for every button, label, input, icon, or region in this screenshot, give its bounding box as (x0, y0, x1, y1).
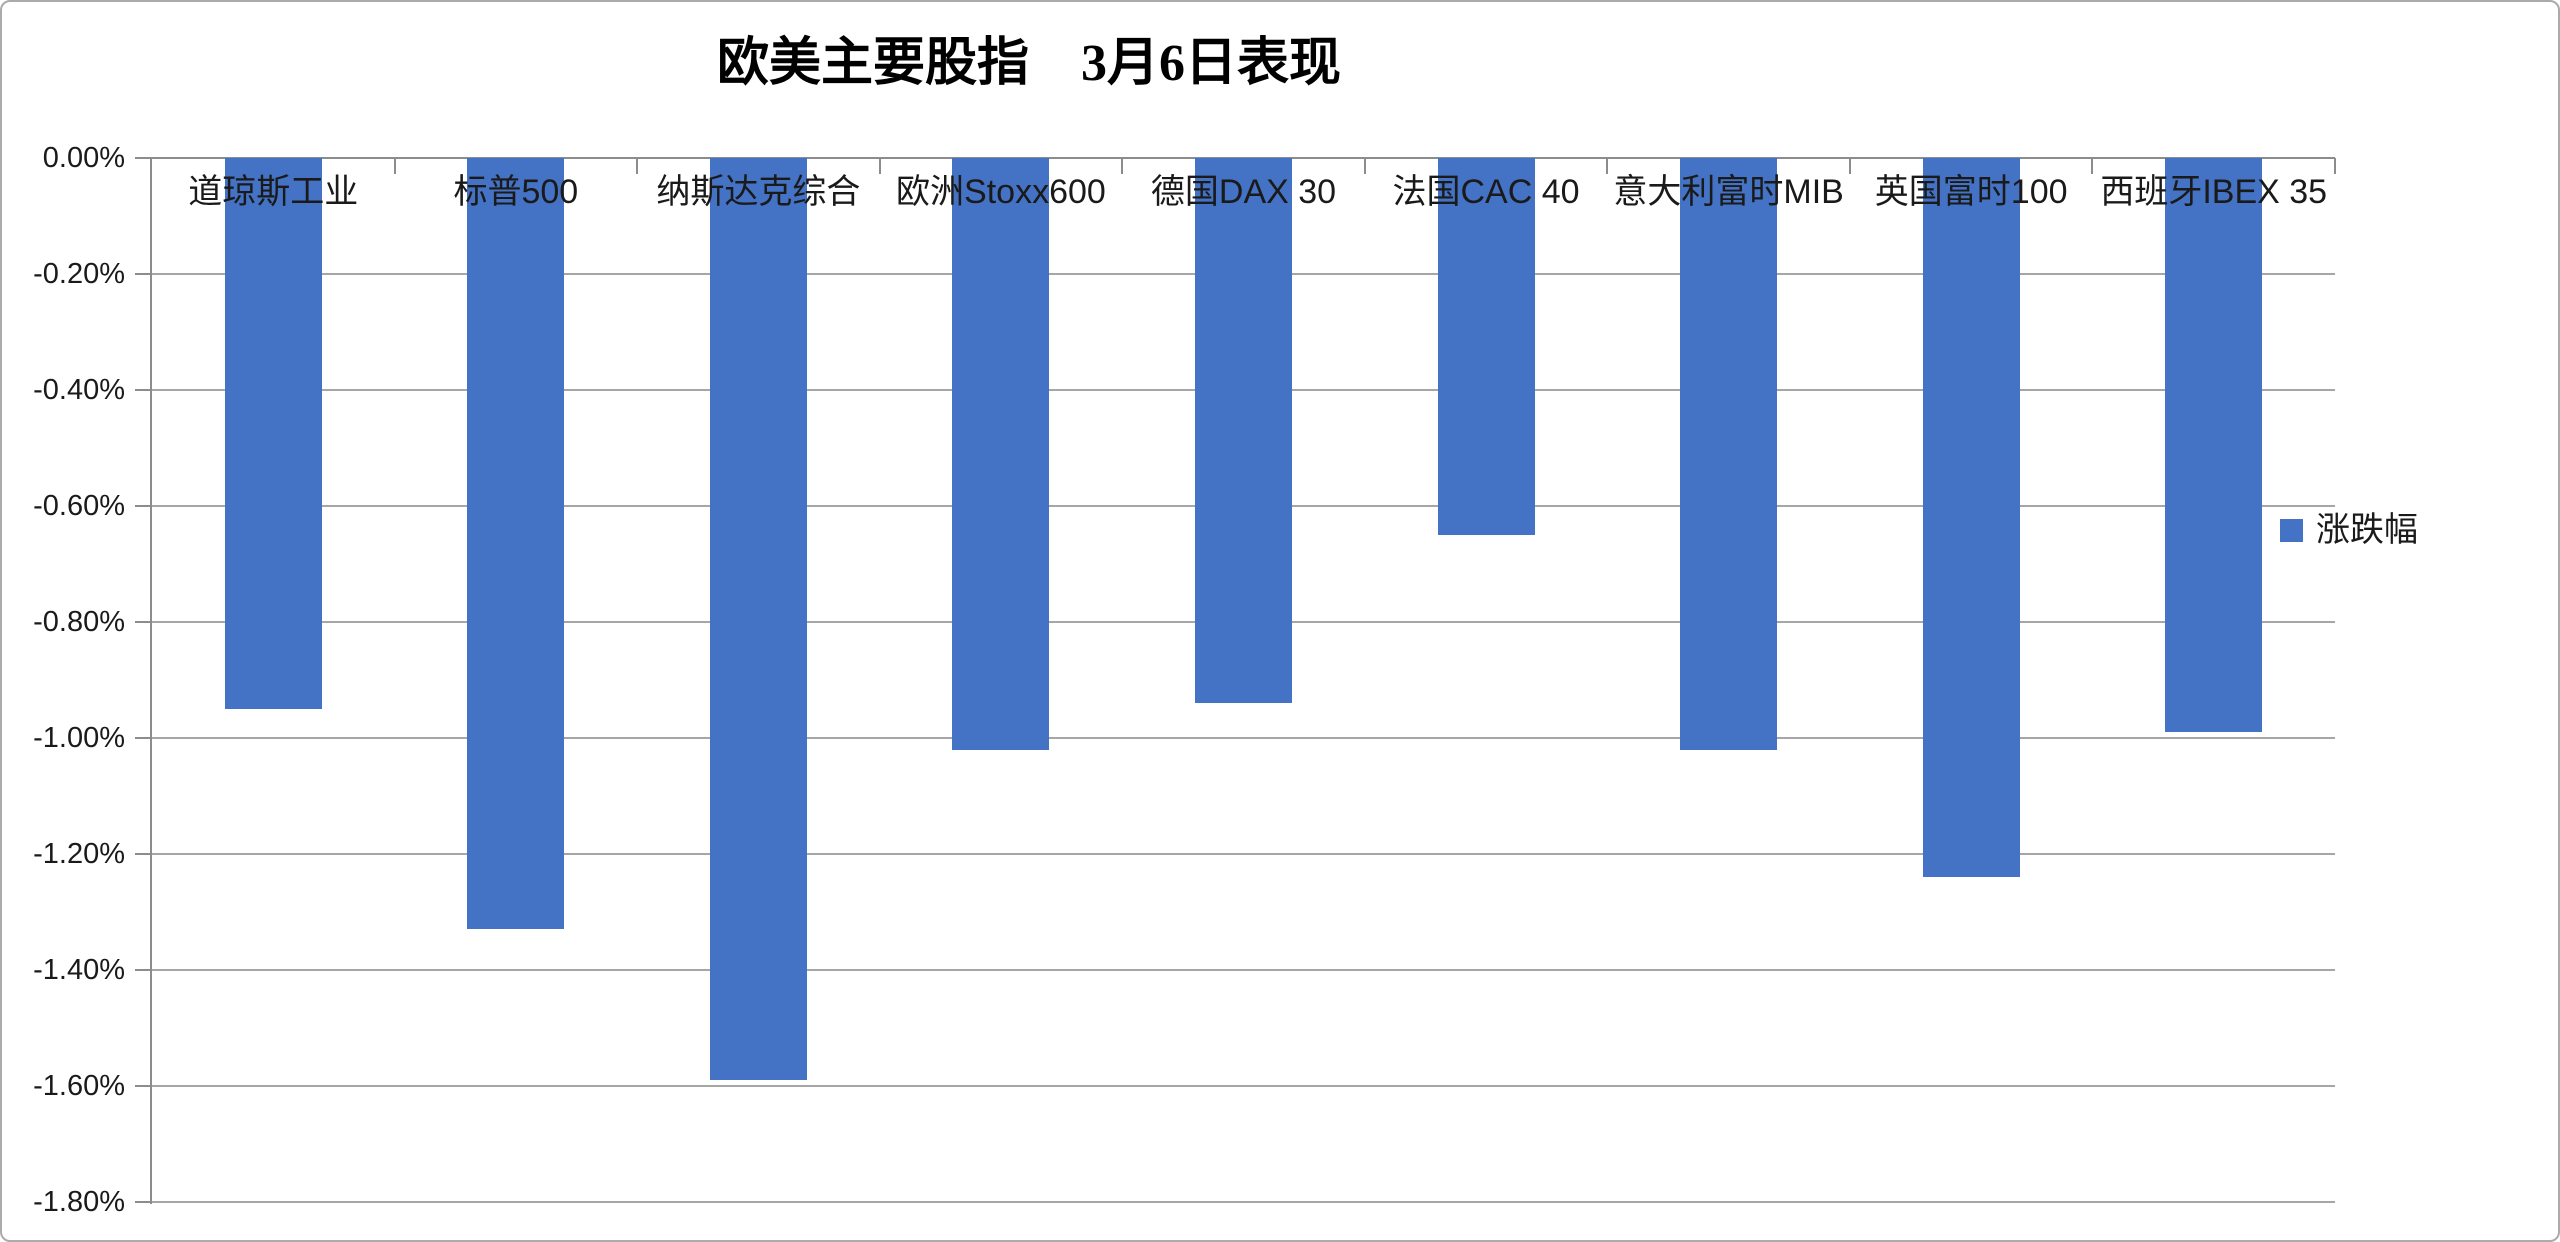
category-axis-tick (1363, 158, 1366, 174)
y-axis-tick (135, 273, 152, 275)
y-axis-tick (135, 1085, 152, 1087)
category-axis-tick (393, 158, 396, 174)
bar (952, 158, 1050, 750)
gridline (152, 969, 2335, 971)
category-label: 法国CAC 40 (1392, 173, 1580, 211)
bar (1195, 158, 1292, 704)
category-label: 德国DAX 30 (1150, 173, 1337, 211)
category-axis-tick (1606, 158, 1609, 174)
gridline (152, 853, 2335, 855)
y-axis-tick (135, 157, 152, 159)
y-axis-line (150, 158, 152, 1204)
legend-swatch (2280, 518, 2303, 542)
category-label: 纳斯达克综合 (656, 173, 861, 211)
y-axis-tick (135, 505, 152, 507)
gridline (152, 1085, 2335, 1087)
category-axis-tick (878, 158, 881, 174)
y-axis-label: -1.80% (33, 1186, 125, 1218)
y-axis-label: -1.20% (33, 838, 125, 870)
category-axis-tick (1121, 158, 1124, 174)
category-axis-tick (2091, 158, 2094, 174)
y-axis-tick (135, 1201, 152, 1203)
category-label: 欧洲Stoxx600 (896, 173, 1106, 211)
gridline (152, 1201, 2335, 1203)
category-label: 道琼斯工业 (188, 173, 359, 211)
bar (1437, 158, 1535, 535)
legend-label: 涨跌幅 (2316, 511, 2418, 549)
y-axis-label: -0.60% (33, 490, 125, 522)
y-axis-label: -0.80% (33, 606, 125, 638)
y-axis-tick (135, 737, 152, 739)
y-axis-label: 0.00% (42, 142, 125, 174)
bar (224, 158, 322, 709)
category-label: 意大利富时MIB (1613, 173, 1844, 211)
bar (2165, 158, 2263, 733)
y-axis-label: -1.60% (33, 1070, 125, 1102)
y-axis-label: -1.40% (33, 954, 125, 986)
bar (1922, 158, 2020, 878)
plot-area: 道琼斯工业 标普500 纳斯达克综合 欧洲Stoxx600 德国DAX 30 法国CAC … (152, 157, 2336, 1203)
y-axis-label: -0.40% (33, 374, 125, 406)
category-label: 英国富时100 (1874, 173, 2068, 211)
legend: 涨跌幅 (2280, 510, 2418, 550)
y-axis-tick (135, 969, 152, 971)
y-axis-tick (135, 389, 152, 391)
category-axis-tick (2334, 158, 2336, 174)
gridline (152, 737, 2335, 739)
y-axis-label: -1.00% (33, 722, 125, 754)
category-label: 西班牙IBEX 35 (2100, 173, 2328, 211)
y-axis-tick (135, 621, 152, 623)
chart-title: 欧美主要股指 3月6日表现 (716, 35, 1341, 92)
y-axis-tick (135, 853, 152, 855)
bar (709, 158, 807, 1081)
category-label: 标普500 (453, 173, 579, 211)
bar (1680, 158, 1778, 750)
y-axis-label: -0.20% (33, 258, 125, 290)
category-axis-tick (636, 158, 639, 174)
category-axis-tick (1848, 158, 1851, 174)
bar (467, 158, 565, 930)
